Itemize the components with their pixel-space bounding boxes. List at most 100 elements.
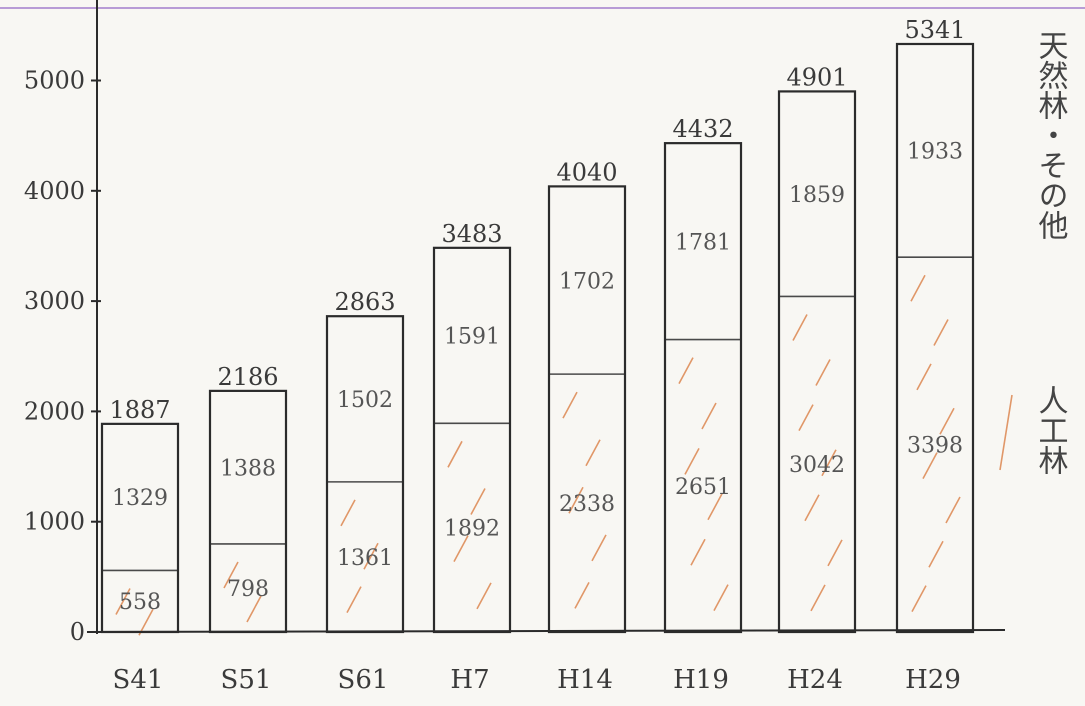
bar-group-h19: 4432 1781 2651 (663, 115, 743, 634)
hatch-mark (470, 488, 486, 515)
segment-label-natural: 1859 (789, 183, 845, 208)
y-tick-label: 2000 (24, 397, 85, 425)
x-tick-label: S61 (338, 665, 389, 695)
hatch-mark (928, 540, 944, 568)
hatch-mark (340, 499, 356, 527)
hatch-mark (684, 448, 700, 475)
y-tick-label: 3000 (24, 287, 85, 315)
hatch-mark (223, 561, 239, 589)
hatch-mark (574, 582, 590, 609)
bar-group-h14: 4040 1702 2338 (547, 158, 627, 634)
y-tick-label: 4000 (24, 177, 85, 205)
segment-label-planted: 1361 (337, 546, 393, 571)
segment-label-planted: 3398 (907, 434, 963, 459)
bar-s51 (208, 389, 288, 634)
x-tick-label: H19 (673, 665, 729, 695)
hatch-mark (591, 534, 607, 562)
bar-group-h29: 5341 1933 3398 (895, 16, 975, 634)
segment-label-natural: 1329 (112, 486, 168, 511)
segment-label-natural: 1591 (444, 325, 500, 350)
hatch-mark (911, 585, 927, 613)
bar-h24 (777, 90, 857, 634)
bar-s41 (100, 422, 180, 634)
hatch-mark (346, 586, 362, 614)
legend-hatch-swatch (999, 394, 1013, 471)
bar-total-label: 4040 (556, 158, 617, 186)
segment-label-planted: 1892 (444, 517, 500, 542)
segment-label-planted: 3042 (789, 453, 845, 478)
hatch-mark (933, 319, 949, 346)
x-tick-label: H24 (787, 665, 843, 695)
legend: 天然林・その他 人工林 (999, 30, 1069, 475)
hatch-mark (562, 391, 578, 419)
bar-group-s51: 2186 1388 798 (208, 363, 288, 634)
y-axis: 0 1000 2000 3000 4000 5000 (24, 0, 1006, 646)
bar-h7 (432, 246, 512, 634)
hatch-mark (798, 404, 814, 431)
segment-label-natural: 1933 (907, 140, 963, 165)
bar-total-label: 1887 (109, 396, 170, 424)
hatch-mark (916, 363, 932, 391)
hatch-mark (690, 538, 706, 566)
segment-label-planted: 2651 (675, 475, 731, 500)
hatch-mark (115, 588, 131, 615)
legend-natural-forest-label: 天然林・その他 (1033, 30, 1069, 240)
x-tick-label: H7 (450, 665, 489, 695)
bar-group-s41: 1887 1329 558 (100, 396, 180, 636)
hatch-mark (707, 493, 723, 521)
segment-label-planted: 558 (119, 590, 161, 615)
hatch-mark (939, 407, 955, 435)
segment-label-planted: 798 (227, 577, 269, 602)
segment-label-natural: 1502 (337, 388, 393, 413)
hatch-mark (447, 440, 463, 468)
hatch-mark (910, 274, 926, 302)
bar-h29 (895, 42, 975, 634)
x-axis-labels: S41 S51 S61 H7 H14 H19 H24 H29 (113, 665, 961, 695)
bar-total-label: 2863 (334, 288, 395, 316)
hatch-mark (810, 584, 826, 612)
hatch-mark (827, 539, 843, 567)
bar-group-s61: 2863 1502 1361 (325, 288, 405, 634)
hatch-mark (476, 582, 492, 610)
hatch-mark (701, 402, 717, 430)
bar-total-label: 5341 (904, 16, 965, 44)
hatch-mark (713, 584, 729, 611)
hatch-mark (821, 449, 837, 477)
hatch-mark (138, 608, 154, 636)
hatch-mark (453, 535, 469, 563)
x-tick-label: H14 (557, 665, 613, 695)
x-tick-label: H29 (905, 665, 961, 695)
x-tick-label: S41 (113, 665, 164, 695)
bar-s61 (325, 315, 405, 634)
segment-label-natural: 1702 (559, 269, 615, 294)
y-tick-label: 0 (70, 618, 85, 646)
hatch-mark (363, 542, 379, 570)
bar-total-label: 3483 (441, 220, 502, 248)
x-tick-label: S51 (221, 665, 272, 695)
bar-total-label: 2186 (217, 363, 278, 391)
legend-planted-forest-label: 人工林 (1033, 385, 1069, 475)
y-tick-label: 1000 (24, 508, 85, 536)
hatch-mark (922, 452, 938, 479)
bar-h19 (663, 142, 743, 634)
bar-total-label: 4432 (672, 115, 733, 143)
hatch-mark (568, 486, 584, 514)
hatch-mark (815, 359, 831, 386)
hatch-mark (804, 494, 820, 522)
hatch-mark (585, 439, 601, 467)
hatch-mark (945, 496, 961, 524)
segment-label-natural: 1388 (220, 456, 276, 481)
hatch-mark (678, 357, 694, 384)
bar-total-label: 4901 (786, 63, 847, 91)
bars: 1887 1329 558 2186 1388 798 2863 1502 1361 3483 15… (100, 16, 975, 636)
bar-h14 (547, 185, 627, 634)
hatch-mark (792, 314, 808, 341)
bar-group-h7: 3483 1591 1892 (432, 220, 512, 634)
segment-label-planted: 2338 (559, 492, 615, 517)
bar-group-h24: 4901 1859 3042 (777, 63, 857, 634)
y-tick-label: 5000 (24, 67, 85, 95)
segment-label-natural: 1781 (675, 230, 731, 255)
hatch-mark (246, 595, 262, 623)
